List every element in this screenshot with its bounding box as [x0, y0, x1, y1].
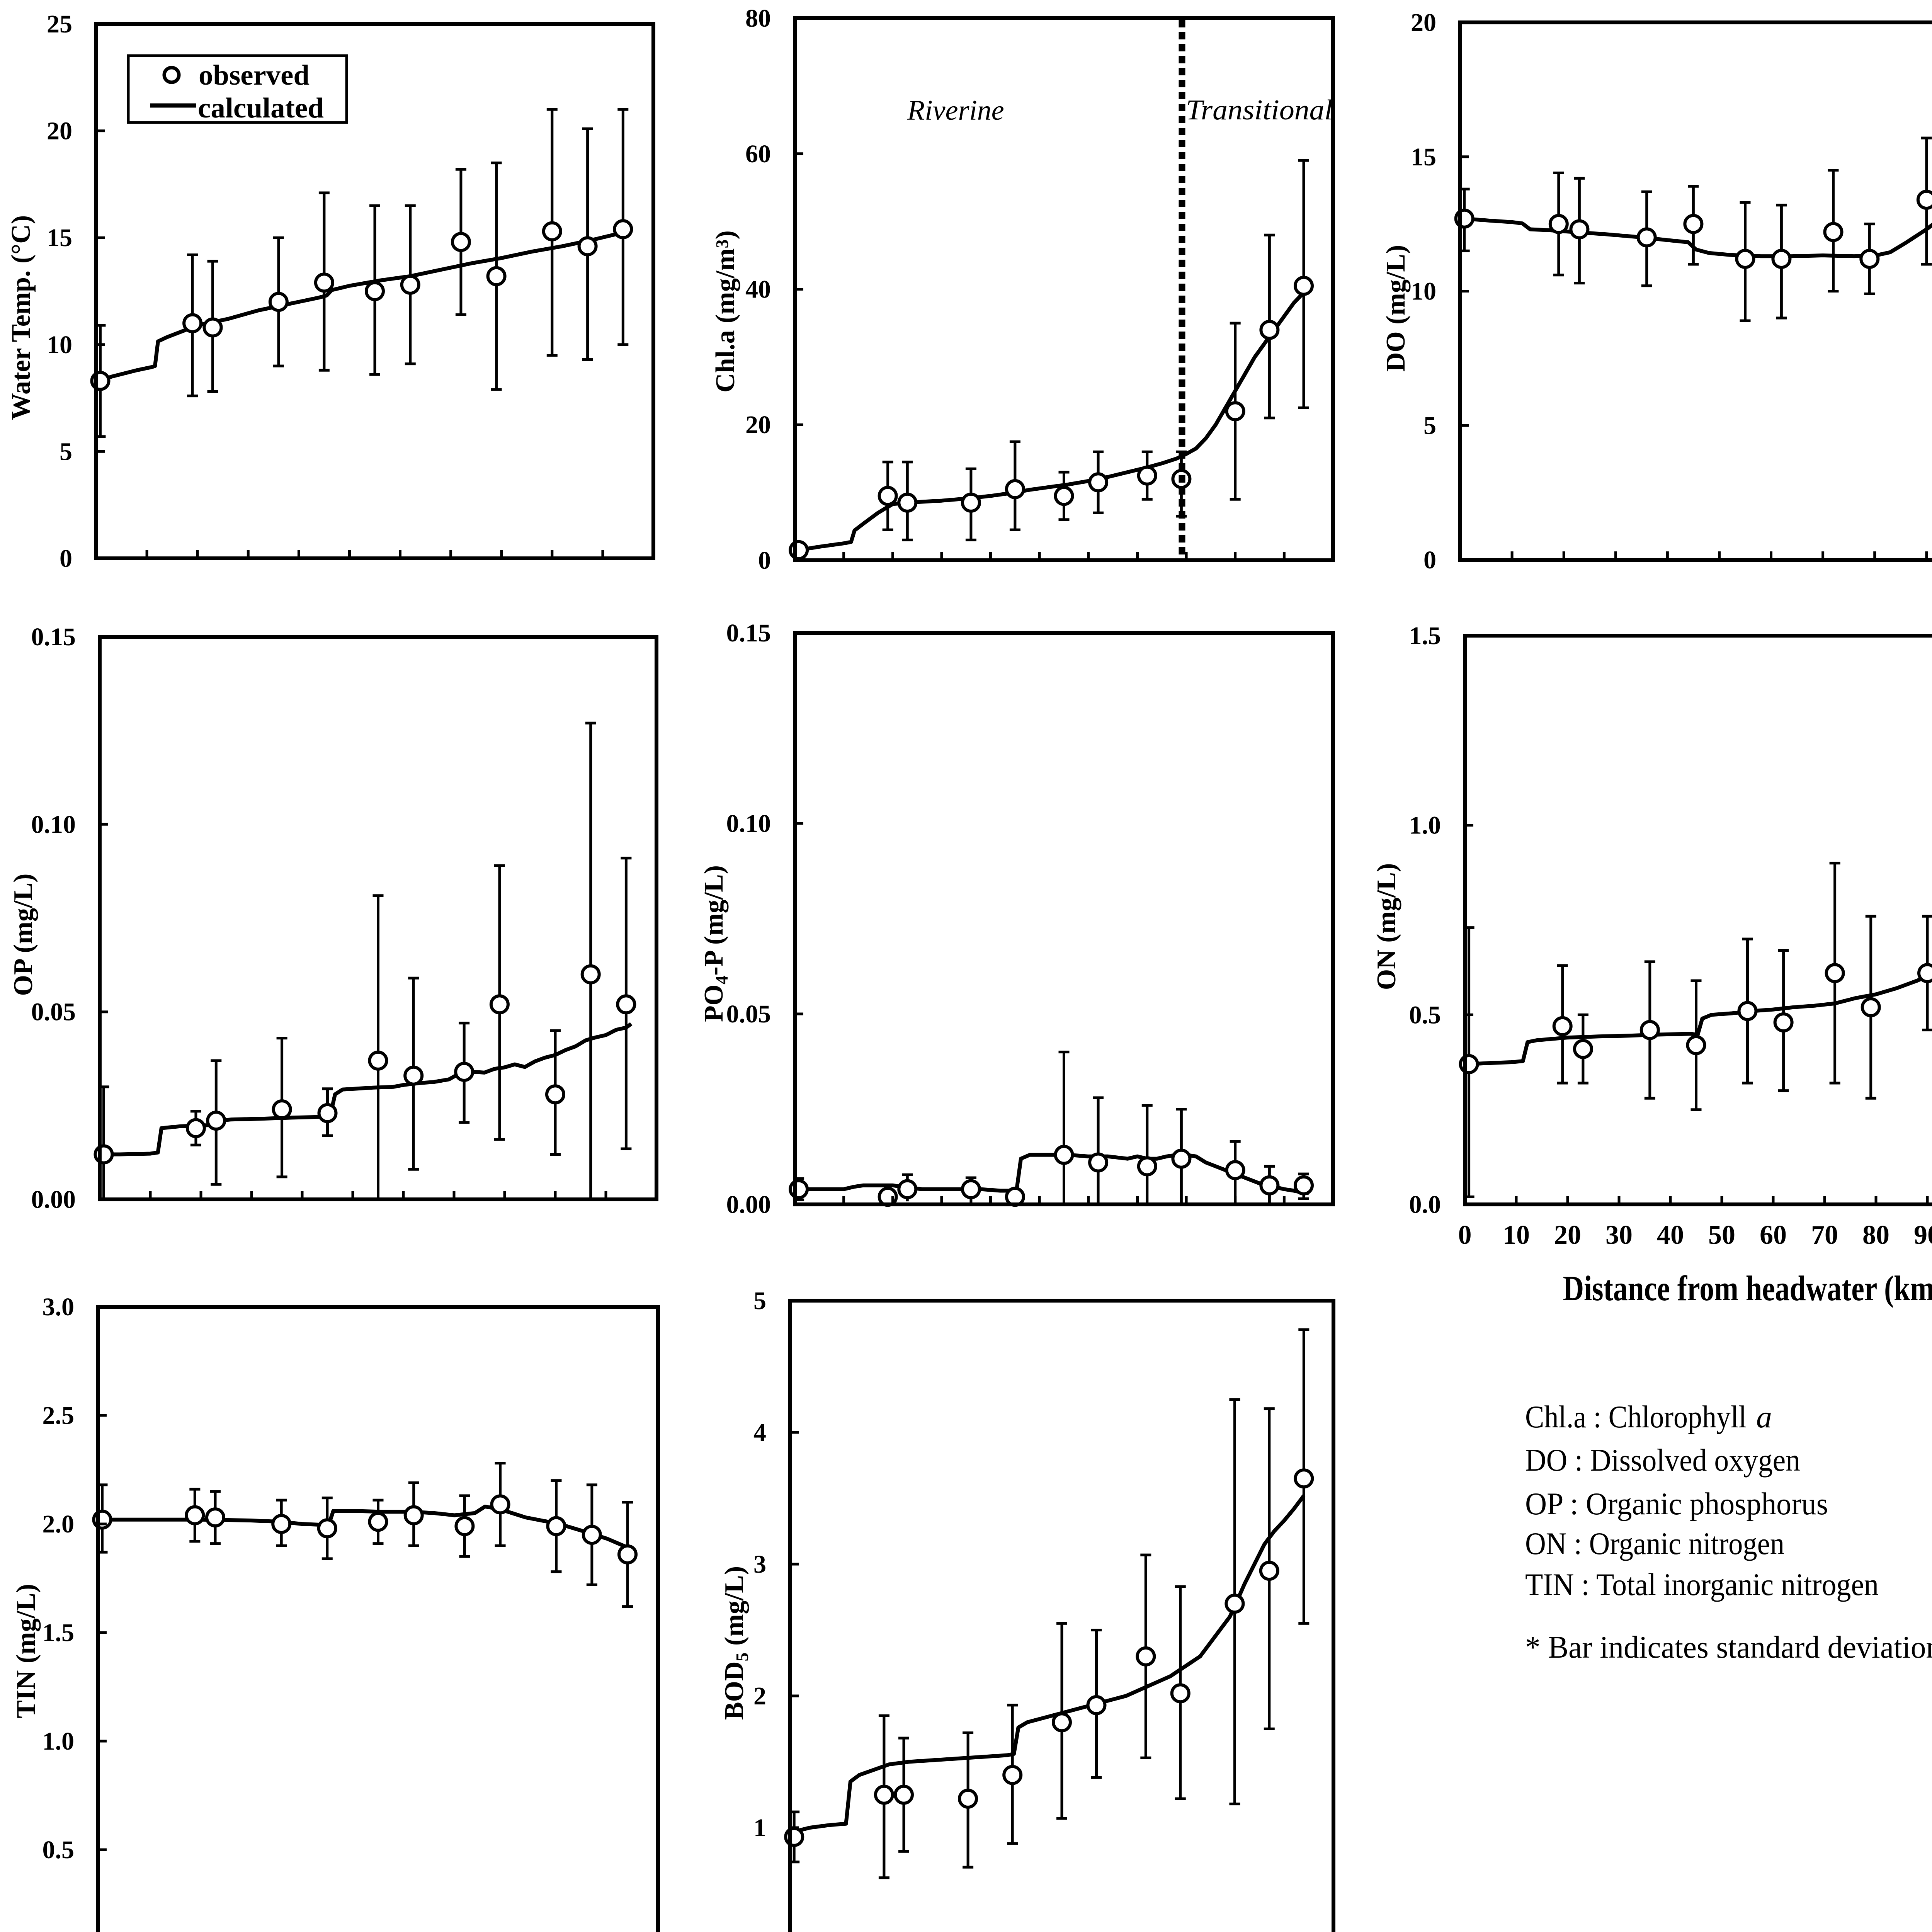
- svg-text:40: 40: [1657, 1220, 1684, 1250]
- svg-text:10: 10: [1503, 1220, 1530, 1250]
- svg-text:observed: observed: [199, 60, 310, 91]
- svg-text:0: 0: [1423, 546, 1436, 574]
- svg-text:2.0: 2.0: [43, 1510, 75, 1538]
- svg-text:Water Temp. (°C): Water Temp. (°C): [6, 215, 36, 420]
- svg-text:Distance from headwater (km): Distance from headwater (km): [1563, 1269, 1932, 1308]
- svg-text:0.00: 0.00: [726, 1190, 771, 1219]
- svg-text:60: 60: [745, 140, 771, 168]
- svg-text:10: 10: [1411, 277, 1436, 306]
- svg-text:40: 40: [745, 276, 771, 304]
- svg-text:80: 80: [745, 4, 771, 32]
- svg-text:PO4-P (mg/L): PO4-P (mg/L): [699, 865, 731, 1022]
- svg-text:25: 25: [47, 10, 72, 38]
- svg-text:30: 30: [1605, 1220, 1633, 1250]
- svg-text:0.15: 0.15: [31, 623, 76, 651]
- svg-text:80: 80: [1862, 1220, 1889, 1250]
- svg-text:1.5: 1.5: [43, 1619, 75, 1647]
- svg-text:70: 70: [1811, 1220, 1838, 1250]
- svg-text:0.0: 0.0: [1409, 1190, 1441, 1219]
- svg-text:0: 0: [1458, 1220, 1472, 1250]
- svg-text:20: 20: [745, 411, 771, 439]
- svg-text:TIN : Total inorganic nitrogen: TIN : Total inorganic nitrogen: [1525, 1567, 1879, 1602]
- svg-text:OP : Organic phosphorus: OP : Organic phosphorus: [1525, 1486, 1828, 1521]
- svg-text:0.05: 0.05: [726, 1000, 771, 1028]
- svg-text:1.0: 1.0: [43, 1727, 75, 1755]
- svg-text:calculated: calculated: [198, 92, 324, 124]
- svg-text:Chl.a : Chlorophyll: Chl.a : Chlorophyll: [1525, 1399, 1747, 1434]
- svg-text:60: 60: [1760, 1220, 1787, 1250]
- svg-text:3.0: 3.0: [43, 1293, 75, 1321]
- svg-text:0.10: 0.10: [31, 810, 76, 838]
- svg-text:ON (mg/L): ON (mg/L): [1372, 863, 1401, 990]
- svg-text:0.05: 0.05: [31, 998, 76, 1026]
- svg-text:10: 10: [47, 331, 72, 359]
- svg-text:90: 90: [1914, 1220, 1932, 1250]
- svg-text:5: 5: [753, 1287, 766, 1315]
- svg-text:a: a: [1756, 1399, 1772, 1434]
- svg-text:TIN (mg/L): TIN (mg/L): [11, 1584, 41, 1718]
- svg-text:Chl.a (mg/m3): Chl.a (mg/m3): [711, 230, 740, 393]
- svg-text:4: 4: [753, 1418, 766, 1447]
- svg-text:0.00: 0.00: [31, 1185, 76, 1214]
- svg-text:DO (mg/L): DO (mg/L): [1381, 245, 1411, 372]
- svg-text:15: 15: [47, 224, 72, 252]
- svg-text:1.5: 1.5: [1409, 622, 1441, 650]
- svg-text:0.5: 0.5: [43, 1836, 75, 1864]
- svg-text:ON : Organic nitrogen: ON : Organic nitrogen: [1525, 1526, 1784, 1561]
- svg-text:0.5: 0.5: [1409, 1001, 1441, 1029]
- svg-text:Transitional: Transitional: [1186, 94, 1333, 126]
- svg-text:5: 5: [60, 437, 72, 466]
- svg-text:DO : Dissolved oxygen: DO : Dissolved oxygen: [1525, 1442, 1800, 1478]
- svg-text:50: 50: [1708, 1220, 1735, 1250]
- svg-text:0: 0: [60, 544, 72, 573]
- svg-text:0.15: 0.15: [726, 619, 771, 647]
- svg-text:Riverine: Riverine: [907, 95, 1004, 126]
- svg-text:20: 20: [1554, 1220, 1581, 1250]
- svg-text:OP (mg/L): OP (mg/L): [9, 874, 38, 996]
- svg-text:2: 2: [753, 1682, 766, 1710]
- svg-text:1: 1: [753, 1814, 766, 1842]
- svg-text:2.5: 2.5: [43, 1401, 75, 1430]
- svg-text:5: 5: [1423, 412, 1436, 440]
- svg-text:BOD5 (mg/L): BOD5 (mg/L): [719, 1566, 752, 1720]
- svg-text:20: 20: [47, 117, 72, 145]
- svg-text:15: 15: [1411, 143, 1436, 171]
- svg-text:0.10: 0.10: [726, 810, 771, 838]
- svg-text:* Bar indicates standard devia: * Bar indicates standard deviation: [1525, 1629, 1932, 1665]
- svg-text:3: 3: [753, 1550, 766, 1578]
- svg-text:0: 0: [758, 546, 771, 575]
- svg-text:20: 20: [1411, 9, 1436, 37]
- svg-text:1.0: 1.0: [1409, 811, 1441, 840]
